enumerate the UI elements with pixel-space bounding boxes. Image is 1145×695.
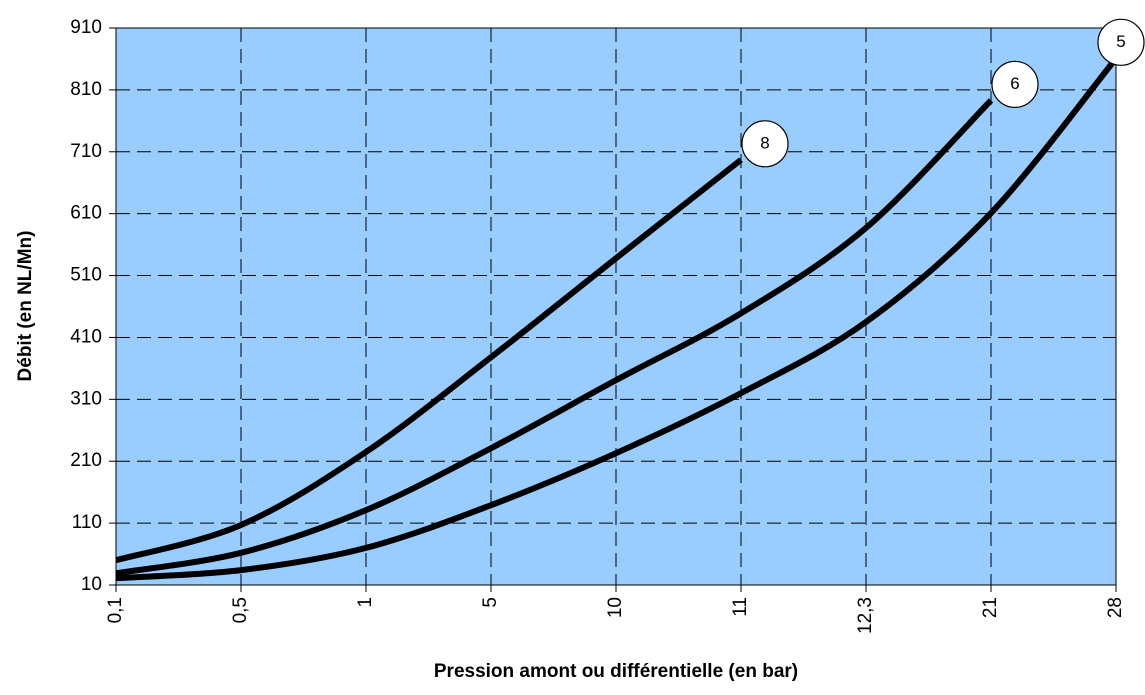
y-tick-label: 510 bbox=[70, 265, 102, 286]
y-tick-label: 710 bbox=[70, 141, 102, 162]
series-line bbox=[115, 98, 994, 577]
series-label: 8 bbox=[741, 120, 789, 168]
x-tick-label: 10 bbox=[605, 597, 626, 618]
y-tick-label: 210 bbox=[70, 450, 102, 471]
series-label-circle bbox=[741, 120, 789, 168]
series-line bbox=[115, 56, 1119, 582]
y-axis-title: Débit (en NL/Mn) bbox=[15, 231, 36, 382]
x-tick-label: 21 bbox=[980, 597, 1001, 618]
x-tick-label: 5 bbox=[480, 597, 501, 608]
x-tick-label: 0,1 bbox=[105, 597, 126, 623]
series-label: 5 bbox=[1097, 18, 1145, 66]
x-tick-label: 0,5 bbox=[230, 597, 251, 623]
series-line bbox=[115, 157, 743, 564]
y-tick-label: 410 bbox=[70, 326, 102, 347]
y-tick-label: 310 bbox=[70, 388, 102, 409]
series-label: 6 bbox=[991, 60, 1039, 109]
y-tick-label: 110 bbox=[72, 512, 102, 533]
x-tick-label: 1 bbox=[355, 597, 376, 608]
y-tick-label: 810 bbox=[70, 79, 102, 100]
y-tick-label: 10 bbox=[81, 574, 102, 595]
x-tick-label: 28 bbox=[1105, 597, 1126, 618]
x-tick-label: 11 bbox=[730, 597, 751, 617]
y-tick-label: 610 bbox=[70, 203, 102, 224]
x-axis-title: Pression amont ou différentielle (en bar… bbox=[434, 661, 798, 682]
y-tick-label: 910 bbox=[70, 17, 102, 38]
series-label-text: 8 bbox=[760, 133, 769, 152]
plot-border bbox=[115, 27, 1117, 586]
series-label-text: 6 bbox=[1010, 74, 1019, 93]
series-label-circle bbox=[1097, 18, 1145, 66]
x-tick-label: 12,3 bbox=[855, 597, 876, 634]
series-label-text: 5 bbox=[1116, 32, 1125, 51]
series-label-circle bbox=[991, 60, 1039, 109]
